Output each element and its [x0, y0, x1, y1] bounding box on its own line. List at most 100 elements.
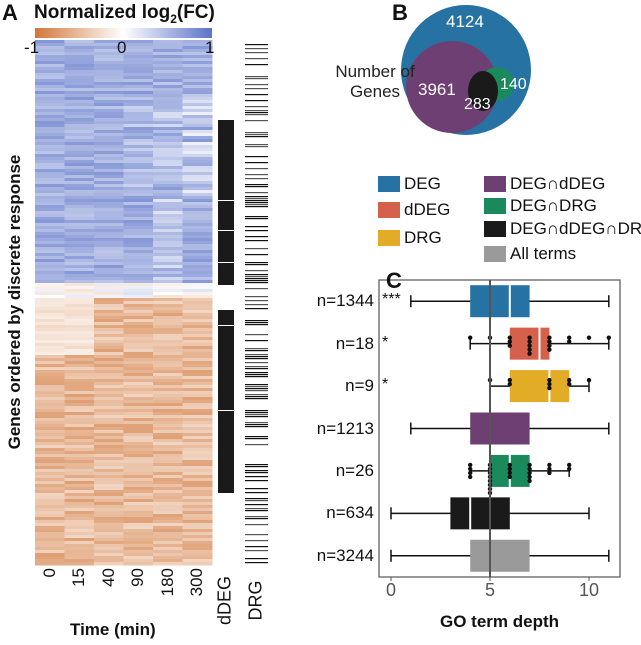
- drg-stripe: [245, 274, 268, 276]
- heatmap-cell: [123, 406, 154, 410]
- heatmap-cell: [94, 100, 124, 104]
- heatmap-cell: [94, 520, 124, 524]
- heatmap-cell: [94, 190, 124, 194]
- heatmap-cell: [153, 388, 183, 392]
- drg-stripe: [245, 280, 268, 282]
- heatmap-cell: [35, 223, 65, 227]
- heatmap-cell: [64, 322, 95, 326]
- heatmap-cell: [153, 64, 183, 68]
- heatmap-cell: [182, 430, 213, 434]
- heatmap-cell: [35, 289, 65, 293]
- heatmap-cell: [123, 343, 154, 347]
- heatmap-cell: [94, 145, 124, 149]
- data-point: [468, 474, 473, 480]
- heatmap-cell: [64, 154, 95, 158]
- heatmap-cell: [153, 466, 183, 470]
- heatmap-cell: [153, 367, 183, 371]
- heatmap-cell: [35, 397, 65, 401]
- heatmap-cell: [182, 487, 213, 491]
- heatmap-cell: [94, 418, 124, 422]
- drg-stripe: [245, 414, 268, 416]
- drg-stripe: [245, 192, 268, 194]
- heatmap-cell: [94, 334, 124, 338]
- drg-stripe: [245, 366, 268, 368]
- heatmap-cell: [123, 310, 154, 314]
- heatmap-cell: [64, 196, 95, 200]
- heatmap-cell: [123, 151, 154, 155]
- heatmap-cell: [123, 142, 154, 146]
- heatmap-cell: [182, 550, 213, 554]
- heatmap-cell: [123, 67, 154, 71]
- heatmap-cell: [123, 346, 154, 350]
- heatmap-cell: [94, 55, 124, 59]
- heatmap-cell: [64, 163, 95, 167]
- heatmap-cell: [64, 256, 95, 260]
- heatmap-cell: [35, 358, 65, 362]
- heatmap-cell: [123, 487, 154, 491]
- heatmap-cell: [94, 493, 124, 497]
- heatmap-cell: [35, 40, 65, 44]
- time-label-40: 40: [98, 568, 118, 587]
- heatmap-cell: [182, 280, 213, 284]
- heatmap-cell: [153, 544, 183, 548]
- heatmap-cell: [182, 400, 213, 404]
- heatmap-cell: [64, 493, 95, 497]
- heatmap-cell: [35, 391, 65, 395]
- legend-label-4: DRG: [404, 228, 442, 247]
- drg-stripe: [245, 340, 268, 342]
- heatmap-cell: [35, 460, 65, 464]
- time-label-90: 90: [128, 568, 148, 587]
- heatmap-cell: [35, 58, 65, 62]
- heatmap-cell: [35, 214, 65, 218]
- heatmap-cell: [94, 220, 124, 224]
- heatmap-cell: [94, 352, 124, 356]
- heatmap-cell: [94, 559, 124, 563]
- heatmap-cell: [64, 58, 95, 62]
- heatmap-cell: [123, 319, 154, 323]
- heatmap-cell: [153, 109, 183, 113]
- heatmap-cell: [35, 292, 65, 296]
- heatmap-cell: [94, 388, 124, 392]
- drg-stripe: [245, 300, 268, 302]
- heatmap-cell: [153, 385, 183, 389]
- heatmap-cell: [64, 307, 95, 311]
- heatmap-cell: [64, 316, 95, 320]
- heatmap-cell: [94, 340, 124, 344]
- heatmap-cell: [182, 151, 213, 155]
- heatmap-cell: [64, 232, 95, 236]
- drg-stripe: [245, 372, 268, 374]
- heatmap-cell: [123, 199, 154, 203]
- heatmap-cell: [94, 133, 124, 137]
- heatmap-cell: [153, 208, 183, 212]
- heatmap-cell: [153, 55, 183, 59]
- heatmap-cell: [35, 187, 65, 191]
- ddeg-block: [218, 120, 234, 285]
- heatmap-cell: [153, 187, 183, 191]
- heatmap-cell: [35, 97, 65, 101]
- heatmap-cell: [64, 67, 95, 71]
- heatmap-cell: [35, 61, 65, 65]
- row-label-4: n=26: [335, 460, 374, 480]
- heatmap-cell: [94, 481, 124, 485]
- drg-stripe: [245, 198, 268, 200]
- heatmap-cell: [123, 250, 154, 254]
- heatmap-cell: [123, 247, 154, 251]
- heatmap-cell: [182, 547, 213, 551]
- heatmap-cell: [94, 466, 124, 470]
- heatmap-cell: [123, 433, 154, 437]
- data-point: [547, 377, 552, 383]
- heatmap-cell: [35, 82, 65, 86]
- heatmap-cell: [94, 484, 124, 488]
- heatmap-ylabel: Genes ordered by discrete response: [5, 154, 24, 450]
- heatmap-cell: [94, 382, 124, 386]
- heatmap-cell: [35, 424, 65, 428]
- heatmap-cell: [153, 343, 183, 347]
- heatmap-cell: [153, 520, 183, 524]
- heatmap-cell: [123, 277, 154, 281]
- heatmap-cell: [153, 97, 183, 101]
- heatmap-cell: [182, 124, 213, 128]
- heatmap-cell: [64, 415, 95, 419]
- heatmap-cell: [35, 454, 65, 458]
- heatmap-cell: [35, 73, 65, 77]
- heatmap-cell: [94, 313, 124, 317]
